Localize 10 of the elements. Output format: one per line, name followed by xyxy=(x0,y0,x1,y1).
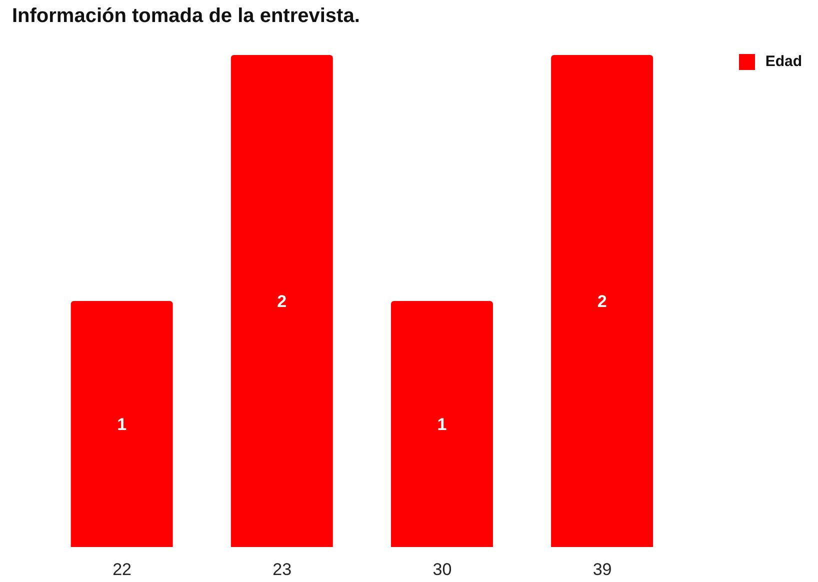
data-label: 2 xyxy=(597,292,607,312)
data-label: 1 xyxy=(117,415,127,434)
data-label: 2 xyxy=(277,292,287,312)
x-tick-label: 22 xyxy=(112,560,132,580)
x-tick-label: 39 xyxy=(592,560,612,580)
data-label: 1 xyxy=(437,415,447,434)
x-tick-label: 30 xyxy=(432,560,452,580)
x-tick-label: 23 xyxy=(272,560,292,580)
chart-title: Información tomada de la entrevista. xyxy=(12,5,360,28)
legend-label: Edad xyxy=(765,53,802,70)
